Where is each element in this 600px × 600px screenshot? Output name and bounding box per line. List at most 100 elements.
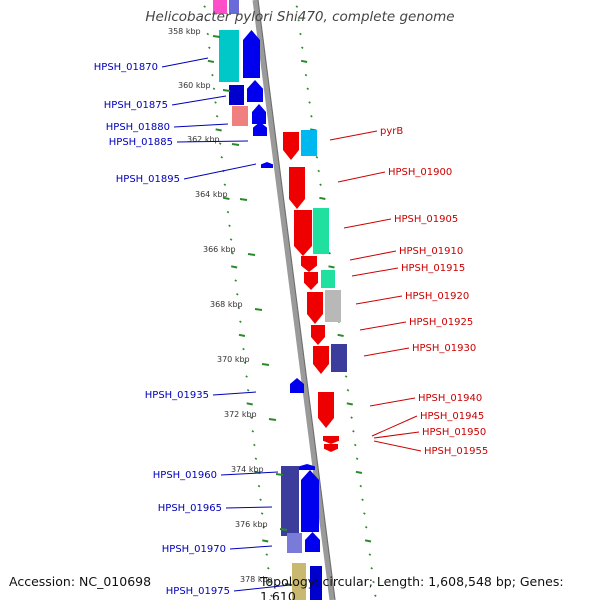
track-tick bbox=[300, 59, 308, 63]
feature-1940 bbox=[318, 392, 334, 428]
kbp-mark bbox=[254, 308, 263, 311]
feature-1950 bbox=[324, 444, 338, 452]
reverse-gene-label: HPSH_01870 bbox=[94, 62, 158, 73]
track-tick bbox=[215, 114, 219, 118]
track-tick bbox=[208, 46, 211, 49]
backbone-shadow bbox=[257, 0, 336, 600]
track-tick bbox=[295, 5, 299, 8]
kbp-label: 364 kbp bbox=[195, 190, 228, 199]
feature-1930 bbox=[313, 346, 329, 374]
track-tick bbox=[257, 484, 261, 488]
reverse-gene-label: HPSH_01975 bbox=[166, 586, 230, 597]
kbp-mark bbox=[247, 253, 256, 256]
track-tick bbox=[218, 142, 222, 145]
kbp-label: 374 kbp bbox=[231, 465, 264, 474]
label-leader bbox=[183, 163, 257, 180]
feature-tan bbox=[292, 563, 306, 600]
track-tick bbox=[242, 347, 245, 351]
label-leader bbox=[355, 295, 403, 305]
feature-blue-rev3 bbox=[252, 104, 266, 124]
track-tick bbox=[204, 19, 208, 22]
reverse-gene-label: HPSH_01960 bbox=[153, 470, 217, 481]
track-tick bbox=[245, 375, 248, 378]
track-tick bbox=[337, 333, 344, 337]
track-tick bbox=[319, 183, 322, 186]
reverse-gene-label: HPSH_01895 bbox=[116, 174, 180, 185]
track-tick bbox=[238, 333, 246, 337]
label-leader bbox=[161, 57, 209, 68]
track-tick bbox=[299, 32, 302, 36]
kbp-mark bbox=[261, 363, 270, 366]
kbp-mark bbox=[279, 528, 288, 531]
kbp-label: 358 kbp bbox=[168, 27, 201, 36]
forward-gene-label: HPSH_01950 bbox=[422, 427, 486, 438]
track-tick bbox=[297, 19, 300, 22]
label-leader bbox=[212, 391, 257, 396]
track-tick bbox=[226, 210, 230, 214]
feature-blue-rev2 bbox=[247, 80, 263, 102]
feature-cyan bbox=[219, 30, 239, 82]
reverse-gene-label: HPSH_01970 bbox=[162, 544, 226, 555]
feature-magenta bbox=[213, 0, 227, 14]
track-tick bbox=[352, 430, 355, 433]
track-tick bbox=[363, 512, 366, 515]
feature-pyrB bbox=[283, 132, 299, 160]
track-tick bbox=[319, 196, 326, 200]
reverse-gene-label: HPSH_01875 bbox=[104, 100, 168, 111]
track-tick bbox=[206, 32, 210, 36]
track-tick bbox=[236, 293, 239, 296]
track-tick bbox=[355, 470, 363, 474]
track-tick bbox=[301, 46, 304, 49]
backbone-line bbox=[252, 0, 335, 600]
feature-1905 bbox=[294, 210, 312, 256]
feature-teal bbox=[313, 208, 329, 254]
feature-grey bbox=[325, 290, 341, 322]
kbp-mark bbox=[239, 198, 248, 201]
track-tick bbox=[364, 539, 372, 543]
track-tick bbox=[353, 443, 357, 447]
track-tick bbox=[364, 525, 368, 529]
track-tick bbox=[270, 594, 273, 597]
forward-gene-label: HPSH_01915 bbox=[401, 263, 465, 274]
track-tick bbox=[355, 457, 359, 460]
accession-text: Accession: NC_010698 bbox=[9, 574, 152, 589]
track-tick bbox=[268, 580, 272, 584]
feature-teal-2 bbox=[321, 270, 335, 288]
label-leader bbox=[173, 123, 229, 128]
feature-1900 bbox=[289, 167, 305, 209]
track-tick bbox=[215, 128, 222, 132]
track-tick bbox=[308, 101, 311, 104]
feature-1920 bbox=[307, 292, 323, 324]
track-tick bbox=[265, 553, 269, 556]
map-title: Helicobacter pylori Shi470, complete gen… bbox=[145, 9, 455, 25]
label-leader bbox=[373, 440, 422, 452]
track-tick bbox=[370, 567, 373, 570]
kbp-label: 362 kbp bbox=[187, 135, 220, 144]
track-tick bbox=[239, 320, 242, 323]
forward-gene-label: HPSH_01945 bbox=[420, 411, 484, 422]
label-leader bbox=[233, 584, 291, 592]
label-leader bbox=[225, 506, 273, 509]
label-leader bbox=[329, 130, 378, 141]
reverse-gene-label: HPSH_01935 bbox=[145, 390, 209, 401]
track-tick bbox=[231, 251, 234, 255]
track-tick bbox=[234, 279, 238, 282]
kbp-label: 366 kbp bbox=[203, 245, 236, 254]
kbp-label: 360 kbp bbox=[178, 81, 211, 90]
track-tick bbox=[251, 430, 255, 433]
forward-gene-label: HPSH_01920 bbox=[405, 291, 469, 302]
track-tick bbox=[228, 224, 231, 228]
kbp-label: 372 kbp bbox=[224, 410, 257, 419]
kbp-label: 376 kbp bbox=[235, 520, 268, 529]
feature-lavender bbox=[287, 533, 302, 553]
feature-blue-long bbox=[301, 470, 319, 532]
feature-1945 bbox=[323, 436, 339, 444]
track-tick bbox=[246, 388, 250, 392]
track-tick bbox=[246, 402, 253, 406]
reverse-gene-label: HPSH_01880 bbox=[106, 122, 170, 133]
track-tick bbox=[207, 59, 215, 63]
track-tick bbox=[328, 251, 331, 255]
kbp-mark bbox=[212, 35, 221, 38]
track-tick bbox=[229, 238, 233, 241]
